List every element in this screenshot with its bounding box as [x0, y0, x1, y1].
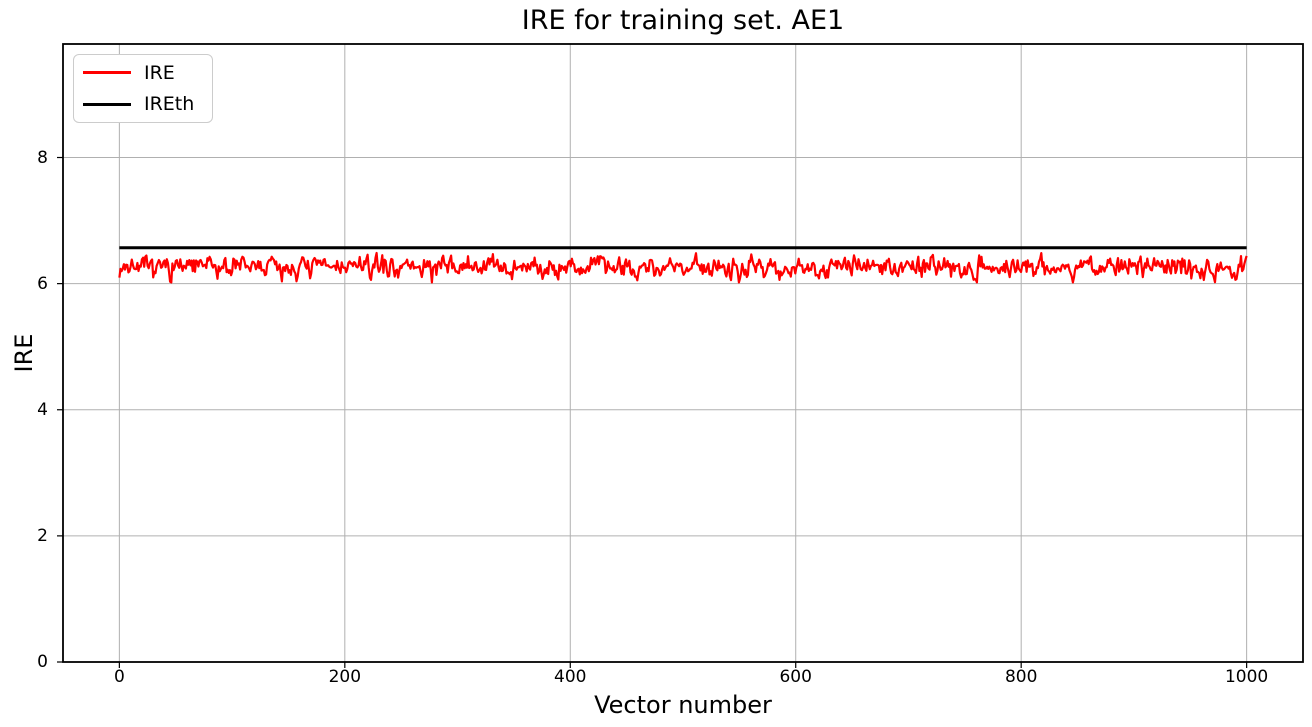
- y-tick-label-4: 4: [37, 399, 48, 420]
- x-tick-label-200: 200: [328, 667, 362, 687]
- legend: IRE IREth: [73, 54, 213, 123]
- y-tick-label-6: 6: [37, 273, 48, 294]
- y-axis-label: IRE: [10, 333, 38, 373]
- ire-line-swatch: [83, 71, 131, 75]
- x-tick-label-400: 400: [554, 667, 587, 687]
- x-tick-label-1000: 1000: [1224, 667, 1269, 687]
- x-tick-label-600: 600: [779, 667, 812, 687]
- plot-border: [62, 43, 1304, 663]
- x-tick-label-0: 0: [113, 667, 125, 687]
- y-tick-label-0: 0: [37, 652, 48, 672]
- x-axis-label: Vector number: [594, 691, 772, 719]
- legend-label-ireth: IREth: [144, 93, 195, 116]
- legend-entry-ireth: IREth: [83, 90, 212, 118]
- chart-title: IRE for training set. AE1: [521, 5, 845, 36]
- legend-entry-ire: IRE: [83, 59, 212, 87]
- ireth-line-swatch: [83, 102, 131, 106]
- y-tick-label-8: 8: [37, 147, 48, 168]
- y-tick-label-2: 2: [37, 525, 48, 546]
- ire-line: [118, 251, 1248, 284]
- x-tick-label-800: 800: [1004, 667, 1038, 687]
- legend-label-ire: IRE: [144, 61, 175, 84]
